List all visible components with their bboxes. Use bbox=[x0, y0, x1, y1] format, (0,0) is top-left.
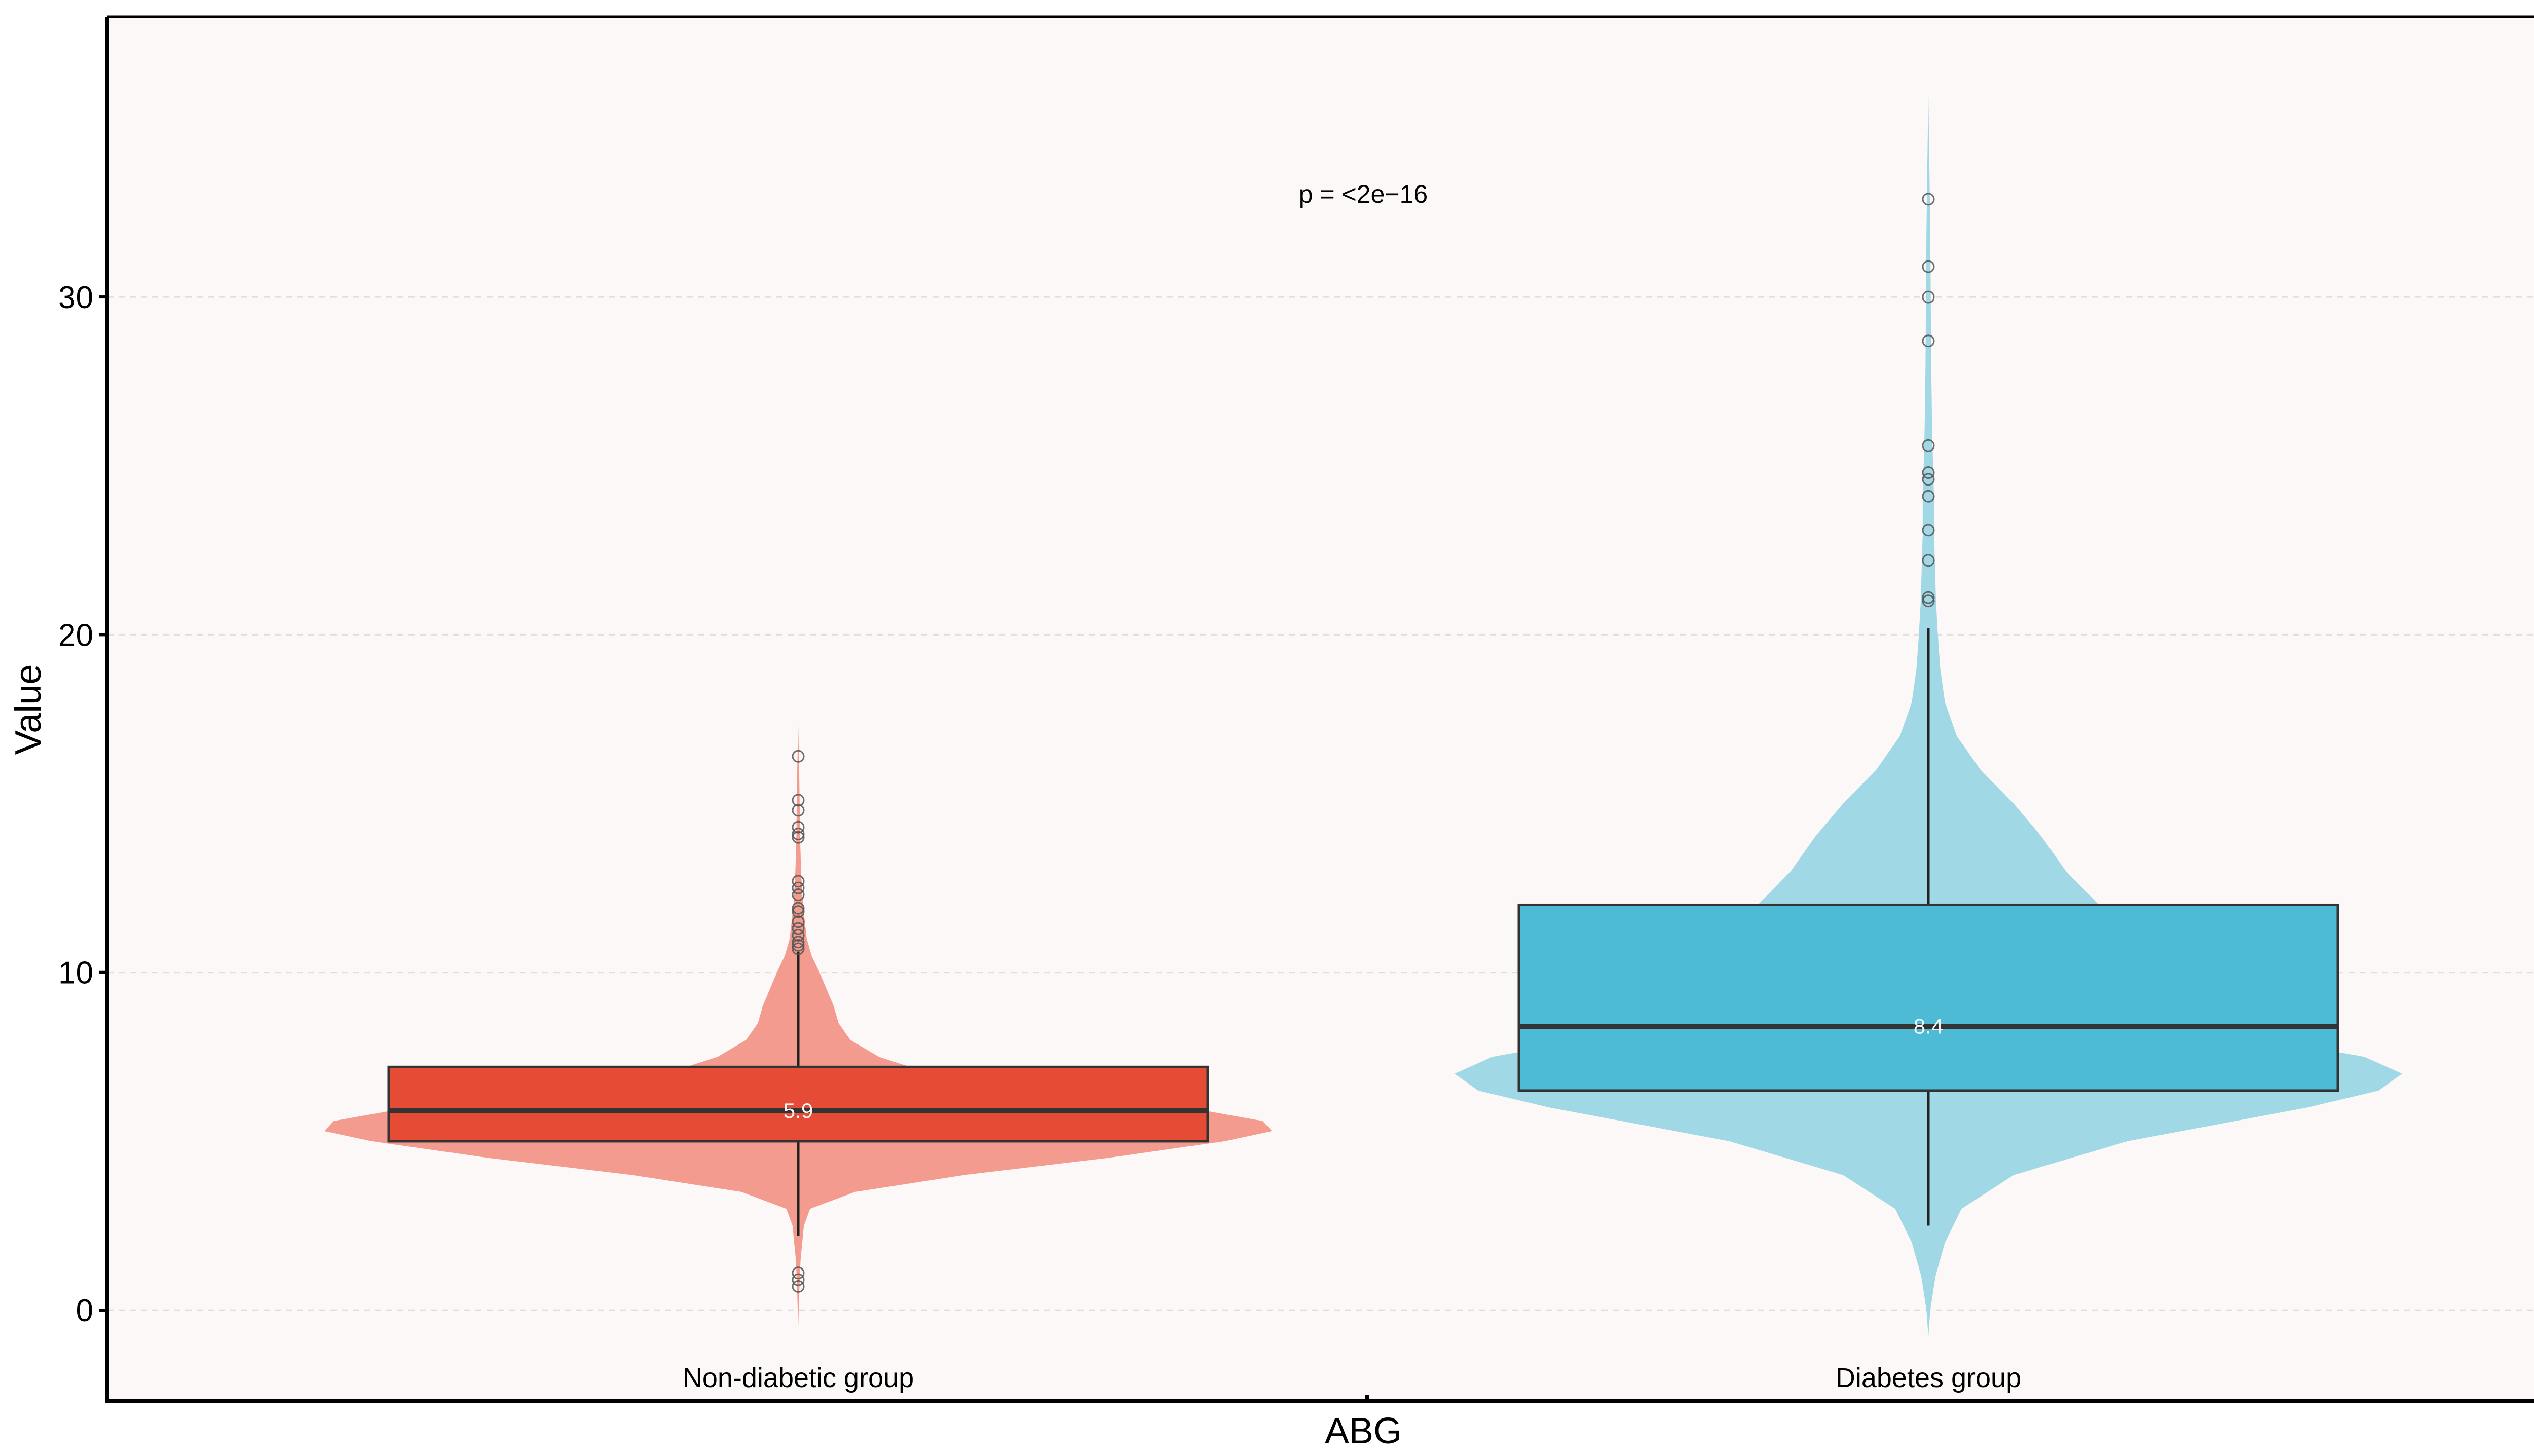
median-value-label: 5.9 bbox=[784, 1099, 813, 1123]
outlier-point bbox=[1922, 594, 1935, 608]
outlier-point bbox=[1922, 193, 1935, 206]
outlier-point bbox=[1922, 290, 1935, 304]
x-axis-title: ABG bbox=[1325, 1411, 1402, 1451]
outlier-point bbox=[792, 875, 805, 888]
outlier-point bbox=[792, 831, 805, 844]
outlier-point bbox=[1922, 490, 1935, 503]
y-ticks: 0 10 20 30 bbox=[58, 280, 107, 1328]
outlier-point bbox=[1922, 439, 1935, 452]
outlier-point bbox=[1922, 466, 1935, 479]
outliers bbox=[792, 193, 1935, 1293]
y-tick-label: 30 bbox=[58, 280, 93, 315]
outlier-point bbox=[1922, 554, 1935, 567]
outlier-point bbox=[1922, 591, 1935, 604]
box-iqr bbox=[1517, 903, 2339, 1092]
outlier-point bbox=[792, 794, 805, 807]
axes bbox=[105, 15, 2534, 1403]
outlier-point bbox=[792, 1266, 805, 1280]
outlier-point bbox=[792, 922, 805, 935]
outlier-point bbox=[792, 928, 805, 942]
category-label: Diabetes group bbox=[1836, 1363, 2021, 1393]
y-tick-label: 10 bbox=[58, 956, 93, 991]
outlier-point bbox=[792, 902, 805, 915]
plot-panel bbox=[107, 17, 2534, 1400]
outlier-point bbox=[792, 939, 805, 952]
y-tick-label: 0 bbox=[76, 1293, 93, 1328]
outlier-point bbox=[1922, 524, 1935, 537]
outlier-point bbox=[792, 750, 805, 763]
outlier-point bbox=[792, 1273, 805, 1286]
outlier-point bbox=[792, 804, 805, 817]
outlier-point bbox=[1922, 260, 1935, 273]
y-tick-label: 20 bbox=[58, 618, 93, 653]
outlier-point bbox=[792, 942, 805, 955]
box-iqr bbox=[387, 1065, 1209, 1143]
outlier-point bbox=[792, 1280, 805, 1293]
outlier-point bbox=[792, 820, 805, 834]
category-labels: Non-diabetic group Diabetes group bbox=[683, 1363, 2021, 1393]
outlier-point bbox=[792, 915, 805, 928]
outlier-point bbox=[792, 905, 805, 918]
y-axis-title: Value bbox=[8, 664, 49, 755]
outlier-point bbox=[792, 828, 805, 841]
category-label: Non-diabetic group bbox=[683, 1363, 914, 1393]
outlier-point bbox=[792, 881, 805, 894]
outlier-point bbox=[792, 888, 805, 901]
outlier-point bbox=[792, 936, 805, 949]
median-labels: 5.9 8.4 bbox=[784, 1014, 1943, 1123]
outlier-point bbox=[1922, 473, 1935, 486]
p-value-annotation: p = <2e−16 bbox=[1299, 180, 1428, 208]
median-value-label: 8.4 bbox=[1914, 1014, 1943, 1038]
boxplots bbox=[387, 628, 2339, 1236]
outlier-point bbox=[1922, 334, 1935, 348]
